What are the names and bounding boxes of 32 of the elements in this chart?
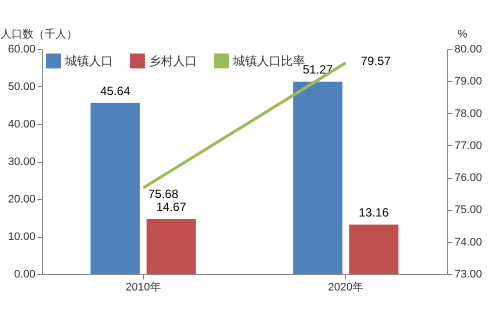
data-label: 14.67 [156, 200, 187, 214]
y2-tick-label: 73.00 [454, 268, 482, 280]
y-tick-label: 50.00 [8, 81, 36, 93]
y2-tick-label: 79.00 [454, 76, 482, 88]
data-label: 79.57 [360, 54, 392, 68]
data-label: 75.68 [148, 186, 179, 201]
bar [90, 102, 140, 274]
y-tick-label: 10.00 [8, 231, 36, 243]
y-tick-label: 20.00 [8, 194, 36, 206]
bar [146, 218, 196, 274]
y2-tick-label: 75.00 [454, 204, 482, 216]
data-label: 45.64 [100, 84, 131, 98]
data-label: 13.16 [358, 206, 390, 220]
bar [293, 82, 342, 274]
x-tick-label: 2020年 [328, 282, 364, 294]
data-label: 51.27 [302, 62, 334, 77]
y2-axis-title: % [458, 28, 468, 40]
y-tick-label: 40.00 [8, 118, 36, 130]
y-tick-label: 60.00 [8, 44, 36, 56]
bar [349, 224, 398, 274]
y-tick-label: 0.00 [14, 268, 36, 280]
y-tick-label: 30.00 [8, 156, 36, 168]
y2-tick-label: 77.00 [454, 140, 482, 152]
legend-label: 乡村人口 [149, 54, 197, 68]
y2-tick-label: 76.00 [454, 172, 482, 184]
x-tick-label: 2010年 [126, 282, 161, 294]
y-axis-title: 人口数（千人） [0, 28, 78, 40]
legend-label: 城镇人口 [64, 54, 113, 68]
y2-tick-label: 78.00 [454, 108, 482, 120]
legend-label: 城镇人口比率 [232, 54, 305, 68]
y2-tick-label: 80.00 [454, 44, 482, 56]
y2-tick-label: 74.00 [454, 236, 482, 248]
